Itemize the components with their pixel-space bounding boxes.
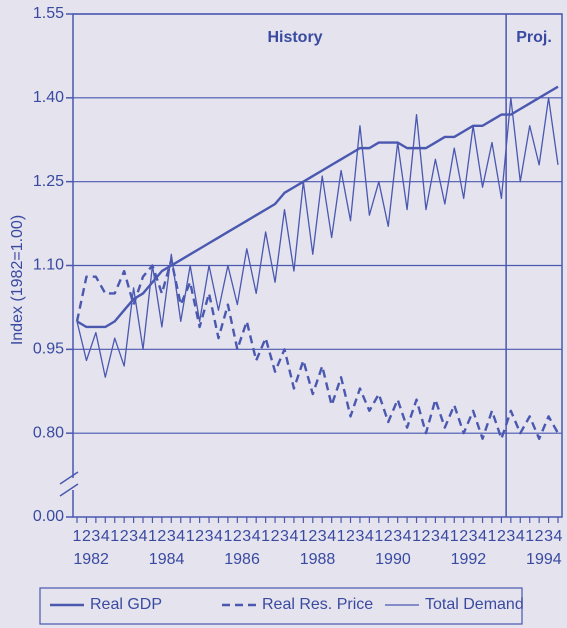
x-tick-label: 2 [195,528,204,545]
year-label: 1988 [300,551,336,568]
x-tick-label: 3 [469,528,478,545]
x-tick-label: 3 [91,528,100,545]
x-tick-label: 2 [497,528,506,545]
x-tick-label: 1 [148,528,157,545]
y-tick-label: 0.95 [33,341,64,358]
y-tick-label: 0.80 [33,424,64,441]
x-tick-label: 2 [271,528,280,545]
x-tick-label: 3 [167,528,176,545]
y-tick-label: 0.00 [33,508,64,525]
x-tick-label: 1 [223,528,232,545]
x-tick-label: 3 [318,528,327,545]
year-label: 1984 [149,551,185,568]
x-tick-label: 1 [337,528,346,545]
x-tick-label: 2 [459,528,468,545]
x-tick-label: 2 [535,528,544,545]
y-tick-label: 1.10 [33,257,64,274]
x-tick-label: 1 [412,528,421,545]
x-tick-label: 3 [431,528,440,545]
x-tick-label: 1 [488,528,497,545]
x-tick-label: 1 [525,528,534,545]
axis-break [59,471,79,497]
x-tick-label: 2 [308,528,317,545]
x-tick-label: 2 [384,528,393,545]
x-tick-label: 2 [157,528,166,545]
year-label: 1982 [73,551,109,568]
projection-label: Proj. [516,29,552,46]
x-tick-label: 3 [242,528,251,545]
x-tick-label: 3 [544,528,553,545]
x-tick-label: 2 [346,528,355,545]
x-tick-label: 4 [139,528,148,545]
x-tick-label: 3 [393,528,402,545]
y-tick-label: 1.25 [33,173,64,190]
x-tick-label: 4 [478,528,487,545]
y-axis-label: Index (1982=1.00) [9,215,26,345]
x-tick-label: 1 [450,528,459,545]
x-tick-label: 1 [110,528,119,545]
series-line [76,97,559,378]
x-tick-label: 2 [82,528,91,545]
x-tick-label: 4 [440,528,449,545]
x-tick-label: 1 [73,528,82,545]
history-label: History [267,29,322,46]
year-label: 1986 [224,551,260,568]
x-tick-label: 1 [186,528,195,545]
year-label: 1992 [451,551,487,568]
x-tick-label: 4 [554,528,563,545]
year-label: 1990 [375,551,411,568]
x-tick-label: 4 [214,528,223,545]
x-tick-label: 3 [205,528,214,545]
x-tick-label: 1 [261,528,270,545]
x-tick-label: 2 [120,528,129,545]
y-tick-label: 1.40 [33,89,64,106]
x-tick-label: 3 [355,528,364,545]
x-tick-label: 3 [280,528,289,545]
series-line [75,258,560,440]
x-tick-label: 3 [506,528,515,545]
x-tick-label: 4 [289,528,298,545]
x-tick-label: 3 [129,528,138,545]
x-tick-label: 2 [422,528,431,545]
x-tick-label: 4 [176,528,185,545]
legend-label: Real Res. Price [262,596,373,613]
x-tick-label: 4 [403,528,412,545]
x-tick-label: 4 [101,528,110,545]
x-tick-label: 4 [252,528,261,545]
legend-label: Total Demand [425,596,524,613]
legend-box [39,587,523,625]
legend-label: Real GDP [90,596,162,613]
x-tick-label: 4 [327,528,336,545]
x-tick-label: 1 [374,528,383,545]
x-tick-label: 4 [365,528,374,545]
axis-break-mark [59,471,79,485]
x-tick-label: 2 [233,528,242,545]
y-tick-label: 1.55 [33,5,64,22]
x-tick-label: 4 [516,528,525,545]
axis-break-mark [59,483,79,497]
axis-break-gap [60,478,78,490]
x-tick-label: 1 [299,528,308,545]
year-label: 1994 [526,551,562,568]
